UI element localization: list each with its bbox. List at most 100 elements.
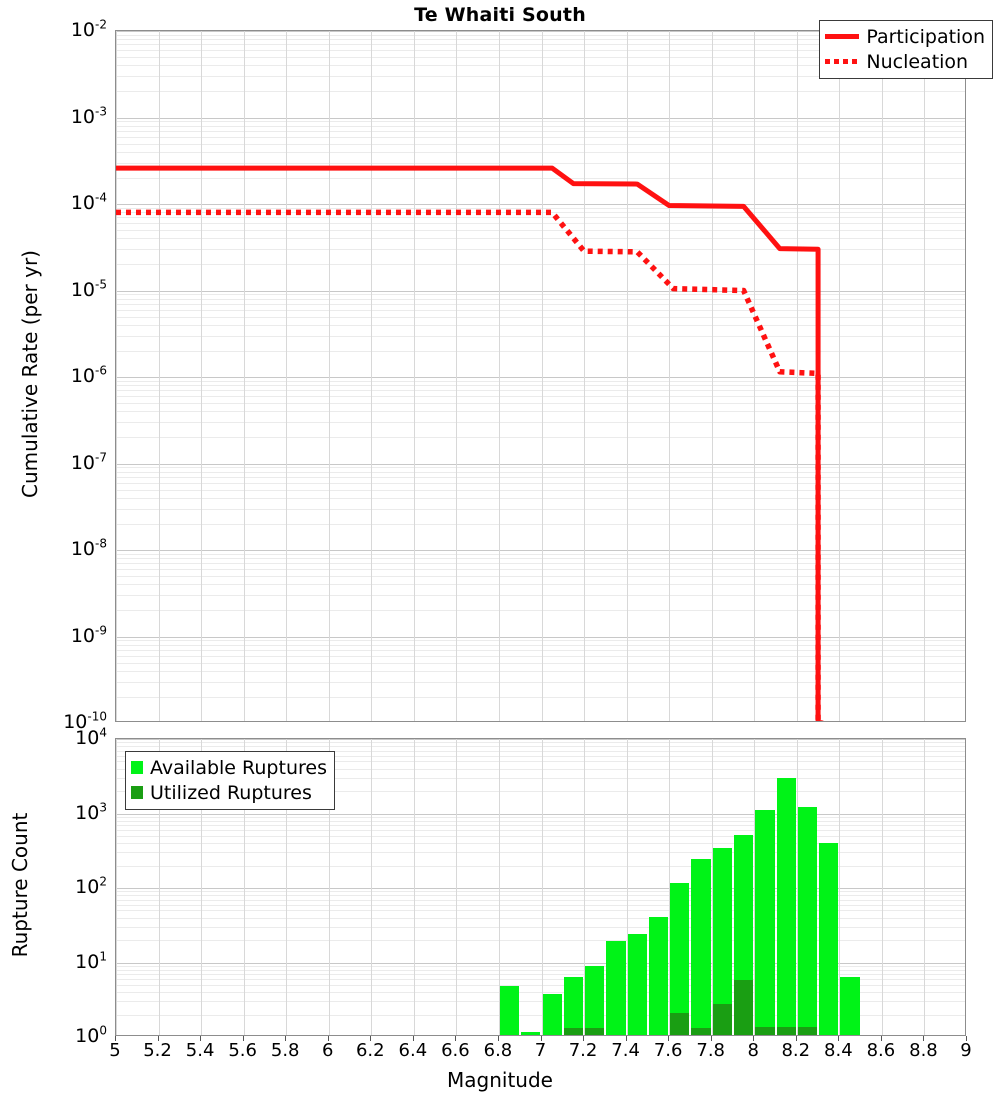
legend-item-available-ruptures: Available Ruptures	[131, 755, 327, 780]
gridline-minor	[116, 178, 965, 179]
gridline-minor	[116, 742, 965, 743]
x-tick-label: 5.2	[143, 1040, 172, 1061]
nucleation-line-swatch-icon	[825, 59, 860, 64]
gridline-minor	[116, 900, 965, 901]
gridline-vertical	[584, 31, 585, 721]
gridline-vertical	[797, 739, 798, 1035]
gridline-major	[116, 31, 965, 32]
gridline-vertical	[542, 31, 543, 721]
x-tick-mark	[497, 1036, 499, 1041]
x-tick-label: 9	[960, 1040, 972, 1061]
gridline-vertical	[924, 31, 925, 721]
gridline-minor	[116, 39, 965, 40]
x-tick-mark	[370, 1036, 372, 1041]
x-tick-label: 7.2	[568, 1040, 598, 1061]
x-tick-label: 8	[747, 1040, 759, 1061]
bar-available-ruptures	[691, 859, 711, 1035]
x-tick-label: 5	[109, 1040, 121, 1061]
x-tick-label: 6.2	[355, 1040, 385, 1061]
x-tick-label: 5.4	[185, 1040, 215, 1061]
gridline-vertical	[244, 31, 245, 721]
x-tick-mark	[200, 1036, 202, 1041]
gridline-vertical	[159, 31, 160, 721]
gridline-minor	[116, 422, 965, 423]
legend-ruptures: Available Ruptures Utilized Ruptures	[125, 751, 335, 810]
gridline-minor	[116, 390, 965, 391]
gridline-minor	[116, 697, 965, 698]
gridline-minor	[116, 472, 965, 473]
bar-available-ruptures	[755, 809, 775, 1035]
gridline-vertical	[627, 739, 628, 1035]
gridline-vertical	[159, 739, 160, 1035]
x-tick-label: 6.8	[483, 1040, 513, 1061]
gridline-vertical	[414, 739, 415, 1035]
gridline-vertical	[371, 31, 372, 721]
y-tick-label-bottom: 103	[75, 800, 107, 824]
x-tick-mark	[923, 1036, 925, 1041]
gridline-minor	[116, 509, 965, 510]
gridline-minor	[116, 131, 965, 132]
bar-utilized-ruptures	[797, 1026, 818, 1035]
gridline-minor	[116, 650, 965, 651]
gridline-minor	[116, 144, 965, 145]
x-tick-mark	[412, 1036, 414, 1041]
bar-available-ruptures	[797, 806, 818, 1035]
bar-available-ruptures	[563, 977, 584, 1035]
x-tick-label: 8.2	[781, 1040, 811, 1061]
cumulative-rate-plot	[115, 30, 966, 722]
x-tick-mark	[242, 1036, 244, 1041]
gridline-major	[116, 739, 965, 740]
gridline-minor	[116, 152, 965, 153]
gridline-major	[116, 118, 965, 119]
gridline-minor	[116, 979, 965, 980]
x-tick-mark	[966, 1036, 967, 1041]
gridline-minor	[116, 310, 965, 311]
x-tick-label: 7.6	[653, 1040, 683, 1061]
gridline-minor	[116, 918, 965, 919]
gridline-minor	[116, 238, 965, 239]
x-tick-mark	[668, 1036, 670, 1041]
gridline-minor	[116, 791, 965, 792]
gridline-minor	[116, 163, 965, 164]
available-ruptures-swatch-icon	[131, 761, 143, 774]
gridline-minor	[116, 656, 965, 657]
bar-available-ruptures	[627, 933, 647, 1035]
x-tick-mark	[753, 1036, 755, 1041]
bar-utilized-ruptures	[585, 1027, 605, 1035]
gridline-vertical	[414, 31, 415, 721]
x-tick-mark	[710, 1036, 712, 1041]
gridline-vertical	[754, 739, 755, 1035]
gridline-vertical	[116, 739, 117, 1035]
bar-available-ruptures	[670, 882, 690, 1035]
gridline-minor	[116, 294, 965, 295]
gridline-minor	[116, 403, 965, 404]
gridline-minor	[116, 817, 965, 818]
gridline-vertical	[797, 31, 798, 721]
legend-label-nucleation: Nucleation	[866, 50, 969, 73]
y-tick-label-bottom: 101	[75, 949, 107, 973]
bar-available-ruptures	[585, 965, 605, 1035]
bar-utilized-ruptures	[563, 1027, 584, 1035]
rupture-count-plot: Available Ruptures Utilized Ruptures	[115, 738, 966, 1036]
gridline-minor	[116, 756, 965, 757]
gridline-minor	[116, 325, 965, 326]
legend-label-participation: Participation	[866, 25, 985, 48]
gridline-minor	[116, 35, 965, 36]
gridline-minor	[116, 121, 965, 122]
gridline-minor	[116, 467, 965, 468]
gridline-vertical	[584, 739, 585, 1035]
gridline-minor	[116, 852, 965, 853]
x-tick-label: 7	[534, 1040, 547, 1061]
y-tick-label-top: 10-10	[63, 709, 107, 733]
gridline-minor	[116, 208, 965, 209]
legend-label-available-ruptures: Available Ruptures	[150, 756, 327, 779]
gridline-vertical	[329, 739, 330, 1035]
gridline-minor	[116, 126, 965, 127]
gridline-minor	[116, 490, 965, 491]
gridline-major	[116, 204, 965, 205]
curve-nucleation	[116, 209, 823, 721]
y-tick-label-top: 10-6	[70, 363, 107, 387]
y-tick-label-top: 10-4	[70, 190, 107, 214]
gridline-minor	[116, 940, 965, 941]
gridline-minor	[116, 778, 965, 779]
